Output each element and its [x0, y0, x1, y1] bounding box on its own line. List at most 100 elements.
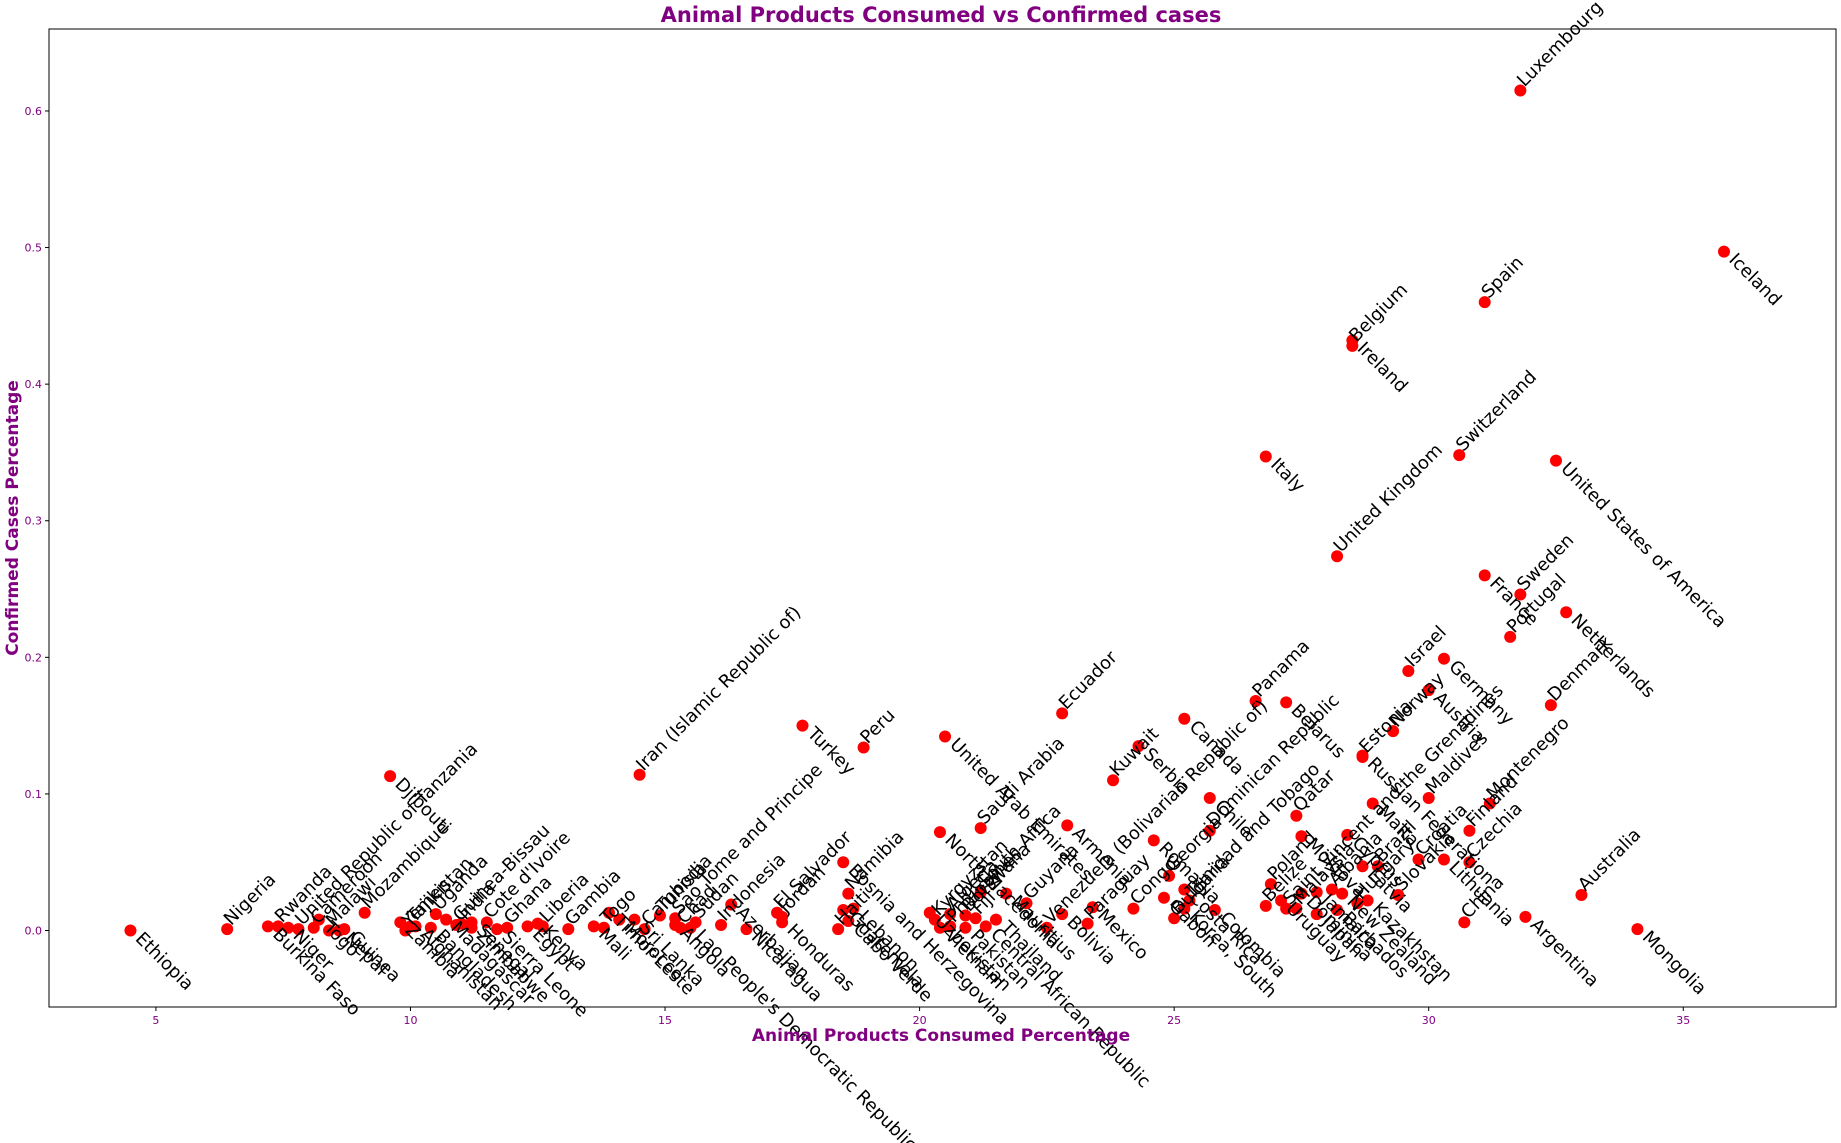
scatter-point [1387, 725, 1400, 738]
scatter-point [1422, 684, 1435, 697]
scatter-point [1437, 652, 1450, 665]
scatter-point [440, 913, 453, 926]
x-axis-label: Animal Products Consumed Percentage [752, 1026, 1130, 1046]
point-label: Belgium [1345, 279, 1412, 346]
y-tick-label: 0.2 [25, 651, 43, 664]
scatter-point [1371, 860, 1384, 873]
y-tick-label: 0.5 [25, 242, 43, 255]
scatter-point [1249, 695, 1262, 708]
scatter-point [939, 730, 952, 743]
scatter-point [1280, 902, 1293, 915]
scatter-point [857, 741, 870, 754]
plot-area [48, 28, 1837, 1008]
scatter-point [1325, 883, 1338, 896]
scatter-point [740, 923, 753, 936]
scatter-point [1264, 878, 1277, 891]
y-axis-label: Confirmed Cases Percentage [3, 380, 23, 656]
scatter-point [1361, 894, 1374, 907]
scatter-point [989, 913, 1002, 926]
point-label: Iran (Islamic Republic of) [632, 602, 805, 775]
scatter-point [1331, 904, 1344, 917]
point-label: Ecuador [1055, 647, 1122, 714]
scatter-point [715, 919, 728, 932]
scatter-point [597, 921, 610, 934]
scatter-point [847, 902, 860, 915]
point-label: United Kingdom [1330, 440, 1447, 557]
point-label: Mongolia [1638, 927, 1710, 999]
scatter-point [1336, 887, 1349, 900]
scatter-point [1463, 856, 1476, 869]
scatter-point [776, 910, 789, 923]
scatter-point [959, 921, 972, 934]
scatter-point [1056, 707, 1069, 720]
point-label: Estonia [1355, 696, 1417, 758]
scatter-point [384, 770, 397, 783]
point-label: Italy [1266, 454, 1309, 497]
scatter-point [1280, 696, 1293, 709]
scatter-point [1132, 740, 1145, 753]
scatter-point [1310, 908, 1323, 921]
scatter-point [1453, 449, 1466, 462]
scatter-point [1575, 888, 1588, 901]
scatter-point [1178, 883, 1191, 896]
scatter-point [1040, 921, 1053, 934]
scatter-point [491, 923, 504, 936]
chart-title: Animal Products Consumed vs Confirmed ca… [661, 3, 1222, 27]
scatter-point [1295, 830, 1308, 843]
y-tick-label: 0.6 [25, 105, 43, 118]
scatter-point [424, 921, 437, 934]
scatter-point [1203, 824, 1216, 837]
scatter-point [1458, 916, 1471, 929]
scatter-point [1351, 897, 1364, 910]
scatter-point [725, 898, 738, 911]
x-tick-label: 15 [658, 1014, 672, 1027]
x-tick-label: 25 [1167, 1014, 1181, 1027]
scatter-point [1295, 887, 1308, 900]
scatter-point [837, 856, 850, 869]
point-label: Ethiopia [131, 928, 198, 995]
scatter-point [628, 913, 641, 926]
scatter-point [1560, 606, 1573, 619]
scatter-point [1402, 664, 1415, 677]
scatter-point [1020, 897, 1033, 910]
scatter-point [1356, 751, 1369, 764]
point-label: Ireland [1353, 338, 1412, 397]
point-label: Spain [1477, 252, 1527, 302]
scatter-point [1061, 819, 1074, 832]
scatter-point [1478, 569, 1491, 582]
scatter-point [1392, 888, 1405, 901]
scatter-point [1412, 853, 1425, 866]
scatter-point [282, 921, 295, 934]
scatter-point [536, 920, 549, 933]
scatter-point [465, 916, 478, 929]
scatter-point [261, 920, 274, 933]
scatter-point [1127, 902, 1140, 915]
scatter-point [1056, 908, 1069, 921]
scatter-point [959, 909, 972, 922]
scatter-point [1203, 792, 1216, 805]
scatter-point [933, 826, 946, 839]
scatter-point [292, 923, 305, 936]
scatter-point [1356, 860, 1369, 873]
scatter-point [1081, 917, 1094, 930]
point-label: Panama [1248, 636, 1314, 702]
scatter-point [928, 913, 941, 926]
point-label: Peru [856, 705, 899, 748]
scatter-point [969, 912, 982, 925]
scatter-point [1514, 84, 1527, 97]
point-label: Switzerland [1452, 367, 1541, 456]
scatter-point [1549, 454, 1562, 467]
scatter-point [1259, 899, 1272, 912]
scatter-point [837, 904, 850, 917]
y-axis: 0.0 0.1 0.2 0.3 0.4 0.5 0.6 [25, 105, 49, 938]
scatter-point [124, 924, 137, 937]
scatter-point [674, 921, 687, 934]
scatter-point [501, 921, 514, 934]
scatter-point [1519, 910, 1532, 923]
scatter-point [653, 909, 666, 922]
scatter-point [1463, 824, 1476, 837]
scatter-point [1483, 797, 1496, 810]
scatter-point [1157, 891, 1170, 904]
scatter-point [1086, 901, 1099, 914]
